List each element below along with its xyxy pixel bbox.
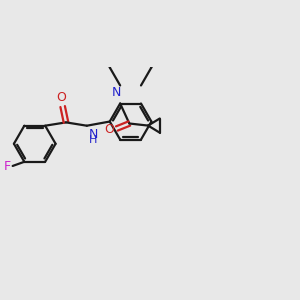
- Text: N: N: [89, 128, 98, 141]
- Text: O: O: [56, 92, 66, 104]
- Text: F: F: [4, 160, 11, 173]
- Text: H: H: [89, 135, 97, 145]
- Text: O: O: [104, 123, 114, 136]
- Text: N: N: [112, 86, 122, 99]
